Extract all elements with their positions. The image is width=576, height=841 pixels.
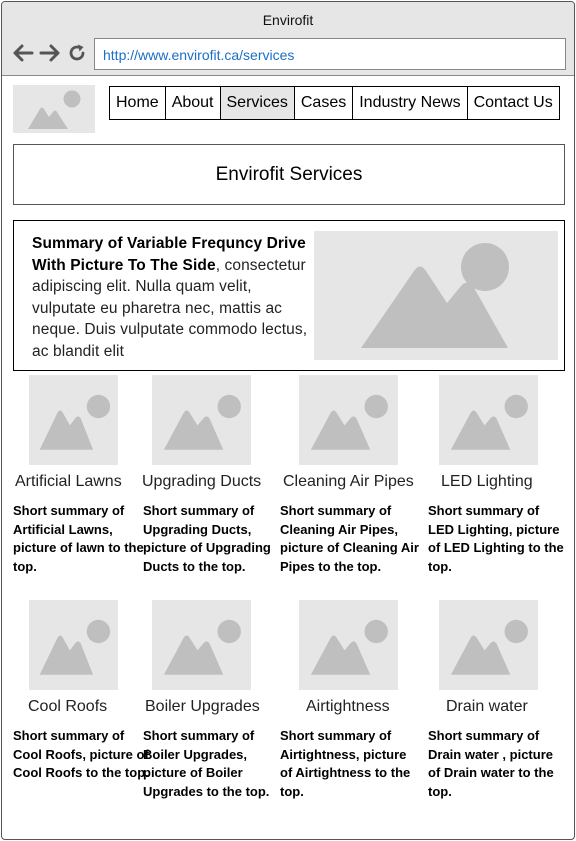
image-placeholder-icon — [310, 619, 388, 675]
service-title[interactable]: Boiler Upgrades — [145, 698, 260, 715]
service-image — [29, 375, 118, 465]
image-placeholder-icon — [450, 619, 528, 675]
image-placeholder-icon — [39, 619, 111, 675]
menu-item-services[interactable]: Services — [220, 87, 295, 119]
service-summary: Short summary of LED Lighting, picture o… — [428, 503, 564, 574]
service-summary: Short summary of Artificial Lawns, pictu… — [13, 503, 144, 574]
service-title[interactable]: Upgrading Ducts — [142, 473, 262, 490]
service-title[interactable]: Drain water — [446, 698, 528, 715]
service-summary: Short summary of Boiler Upgrades, pictur… — [143, 728, 270, 799]
reload-icon — [69, 44, 85, 61]
menu-item-about[interactable]: About — [166, 87, 221, 119]
image-placeholder-icon — [310, 394, 388, 450]
image-placeholder-icon — [450, 394, 528, 450]
service-image — [439, 600, 538, 690]
address-bar[interactable]: http://www.envirofit.ca/services — [94, 38, 566, 70]
service-title[interactable]: Airtightness — [306, 698, 390, 715]
menu-item-contact-us[interactable]: Contact Us — [473, 94, 553, 111]
window-title: Envirofit — [262, 12, 314, 28]
arrow-left-icon — [13, 44, 34, 62]
service-summary: Short summary of Cool Roofs, picture of … — [13, 728, 149, 780]
image-placeholder-icon — [163, 394, 241, 450]
image-placeholder-icon — [39, 394, 111, 450]
main-menu: Home About Services Cases Industry News … — [109, 86, 560, 120]
page-title: Envirofit Services — [215, 163, 363, 185]
menu-item-industry-news[interactable]: Industry News — [353, 87, 468, 119]
image-placeholder-icon — [163, 619, 241, 675]
menu-item-home[interactable]: Home — [110, 87, 166, 119]
summary-image — [314, 231, 558, 360]
service-image — [299, 600, 398, 690]
forward-button[interactable] — [37, 40, 63, 66]
service-title[interactable]: Artificial Lawns — [15, 473, 122, 490]
service-summary: Short summary of Drain water , picture o… — [428, 728, 554, 799]
arrow-right-icon — [39, 44, 60, 62]
browser-chrome: Envirofit http://www.envirofit.ca/servic… — [2, 2, 574, 76]
menu-item-cases[interactable]: Cases — [295, 87, 354, 119]
reload-button[interactable] — [64, 40, 90, 66]
service-image — [152, 600, 251, 690]
image-placeholder-icon — [361, 243, 509, 348]
service-image — [299, 375, 398, 465]
service-image — [439, 375, 538, 465]
summary-text: Summary of Variable Frequncy Drive With … — [32, 233, 310, 362]
service-image — [29, 600, 118, 690]
service-summary: Short summary of Cleaning Air Pipes, pic… — [280, 503, 419, 574]
logo-image — [13, 85, 95, 133]
service-title[interactable]: Cleaning Air Pipes — [283, 473, 414, 490]
service-summary: Short summary of Airtightness, picture o… — [280, 728, 411, 799]
summary-body: , consectetur adipiscing elit. Nulla qua… — [32, 256, 308, 360]
image-placeholder-icon — [28, 90, 81, 129]
service-image — [152, 375, 251, 465]
service-title[interactable]: Cool Roofs — [28, 698, 108, 715]
summary-title: Summary of Variable Frequncy Drive With … — [32, 235, 306, 274]
summary-section: Summary of Variable Frequncy Drive With … — [13, 220, 565, 371]
page-heading-box: Envirofit Services — [13, 144, 565, 205]
back-button[interactable] — [10, 40, 36, 66]
service-summary: Short summary of Upgrading Ducts, pictur… — [143, 503, 271, 574]
service-title[interactable]: LED Lighting — [441, 473, 533, 490]
